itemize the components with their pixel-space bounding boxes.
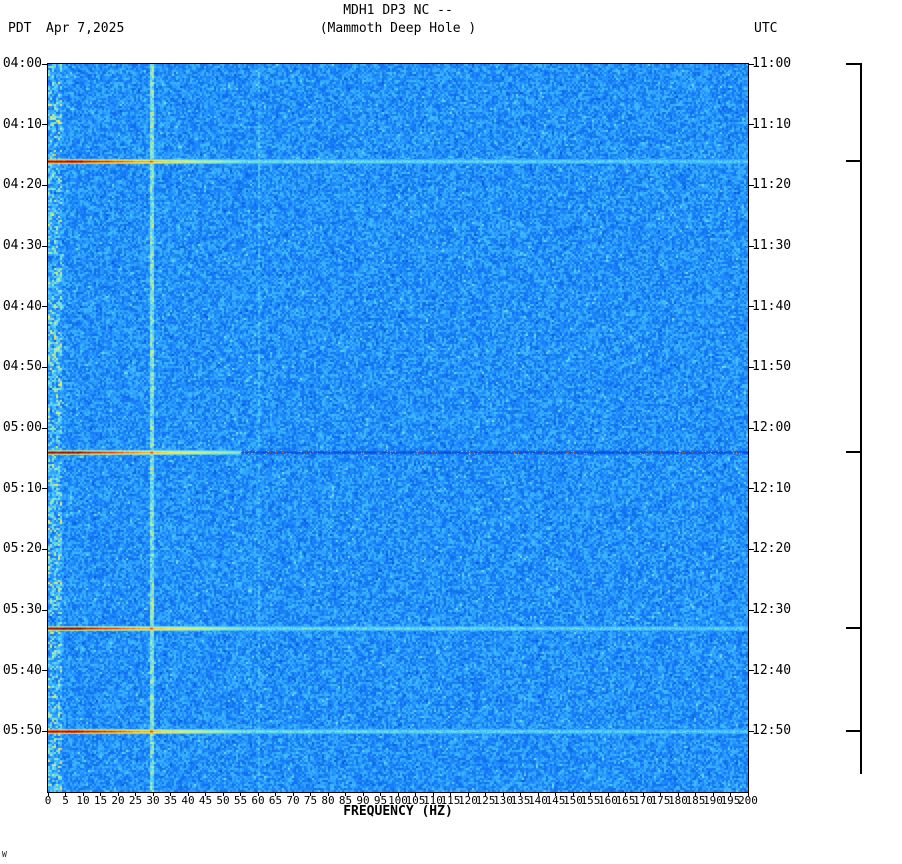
corner-mark: W: [2, 850, 7, 859]
y-tickmark-left: [42, 428, 48, 429]
y-tick-right-12:10: 12:10: [752, 482, 796, 495]
y-tick-left-05:30: 05:30: [0, 603, 42, 616]
y-tickmark-right: [748, 428, 754, 429]
y-tickmark-right: [748, 64, 754, 65]
marker-bar-tick-04:16: [846, 160, 862, 162]
y-tick-right-11:50: 11:50: [752, 360, 796, 373]
station-subtitle: (Mammoth Deep Hole ): [48, 21, 748, 36]
spectrogram-plot: [48, 64, 748, 792]
y-tickmark-left: [42, 367, 48, 368]
y-tick-right-11:40: 11:40: [752, 300, 796, 313]
timezone-left-label: PDT: [8, 21, 31, 36]
y-tick-right-12:30: 12:30: [752, 603, 796, 616]
y-tick-right-12:00: 12:00: [752, 421, 796, 434]
y-tickmark-left: [42, 670, 48, 671]
date-label: Apr 7,2025: [46, 21, 124, 36]
timezone-right-label: UTC: [754, 21, 777, 36]
y-tick-right-12:50: 12:50: [752, 724, 796, 737]
y-tick-right-11:00: 11:00: [752, 57, 796, 70]
y-tickmark-right: [748, 367, 754, 368]
y-tickmark-right: [748, 670, 754, 671]
y-tick-left-04:50: 04:50: [0, 360, 42, 373]
y-tickmark-right: [748, 185, 754, 186]
marker-bar-line: [860, 64, 862, 774]
marker-bar-tick-05:04: [846, 451, 862, 453]
y-tick-left-05:40: 05:40: [0, 664, 42, 677]
marker-bar-tick-04:00: [846, 63, 862, 65]
spectrogram-canvas: [48, 64, 748, 792]
y-tick-right-12:20: 12:20: [752, 542, 796, 555]
y-tickmark-left: [42, 731, 48, 732]
x-tick-200: 200: [728, 795, 768, 806]
y-tickmark-left: [42, 488, 48, 489]
y-tick-left-04:40: 04:40: [0, 300, 42, 313]
y-tickmark-right: [748, 549, 754, 550]
y-tickmark-left: [42, 306, 48, 307]
y-tickmark-right: [748, 306, 754, 307]
y-tick-right-12:40: 12:40: [752, 664, 796, 677]
y-tick-left-05:50: 05:50: [0, 724, 42, 737]
y-tickmark-left: [42, 64, 48, 65]
y-tick-right-11:10: 11:10: [752, 118, 796, 131]
y-tickmark-left: [42, 246, 48, 247]
marker-bar-tick-05:50: [846, 730, 862, 732]
y-tickmark-left: [42, 124, 48, 125]
y-tickmark-right: [748, 124, 754, 125]
y-tick-left-05:00: 05:00: [0, 421, 42, 434]
y-tick-left-04:30: 04:30: [0, 239, 42, 252]
y-tick-left-05:10: 05:10: [0, 482, 42, 495]
y-tick-left-05:20: 05:20: [0, 542, 42, 555]
y-tick-left-04:10: 04:10: [0, 118, 42, 131]
y-tick-right-11:30: 11:30: [752, 239, 796, 252]
y-tickmark-left: [42, 549, 48, 550]
y-tickmark-left: [42, 185, 48, 186]
y-tick-left-04:20: 04:20: [0, 178, 42, 191]
y-tickmark-left: [42, 610, 48, 611]
y-tick-left-04:00: 04:00: [0, 57, 42, 70]
marker-bar-tick-05:33: [846, 627, 862, 629]
y-tickmark-right: [748, 246, 754, 247]
y-tickmark-right: [748, 731, 754, 732]
y-tickmark-right: [748, 488, 754, 489]
y-tick-right-11:20: 11:20: [752, 178, 796, 191]
station-title: MDH1 DP3 NC --: [48, 3, 748, 18]
y-tickmark-right: [748, 610, 754, 611]
